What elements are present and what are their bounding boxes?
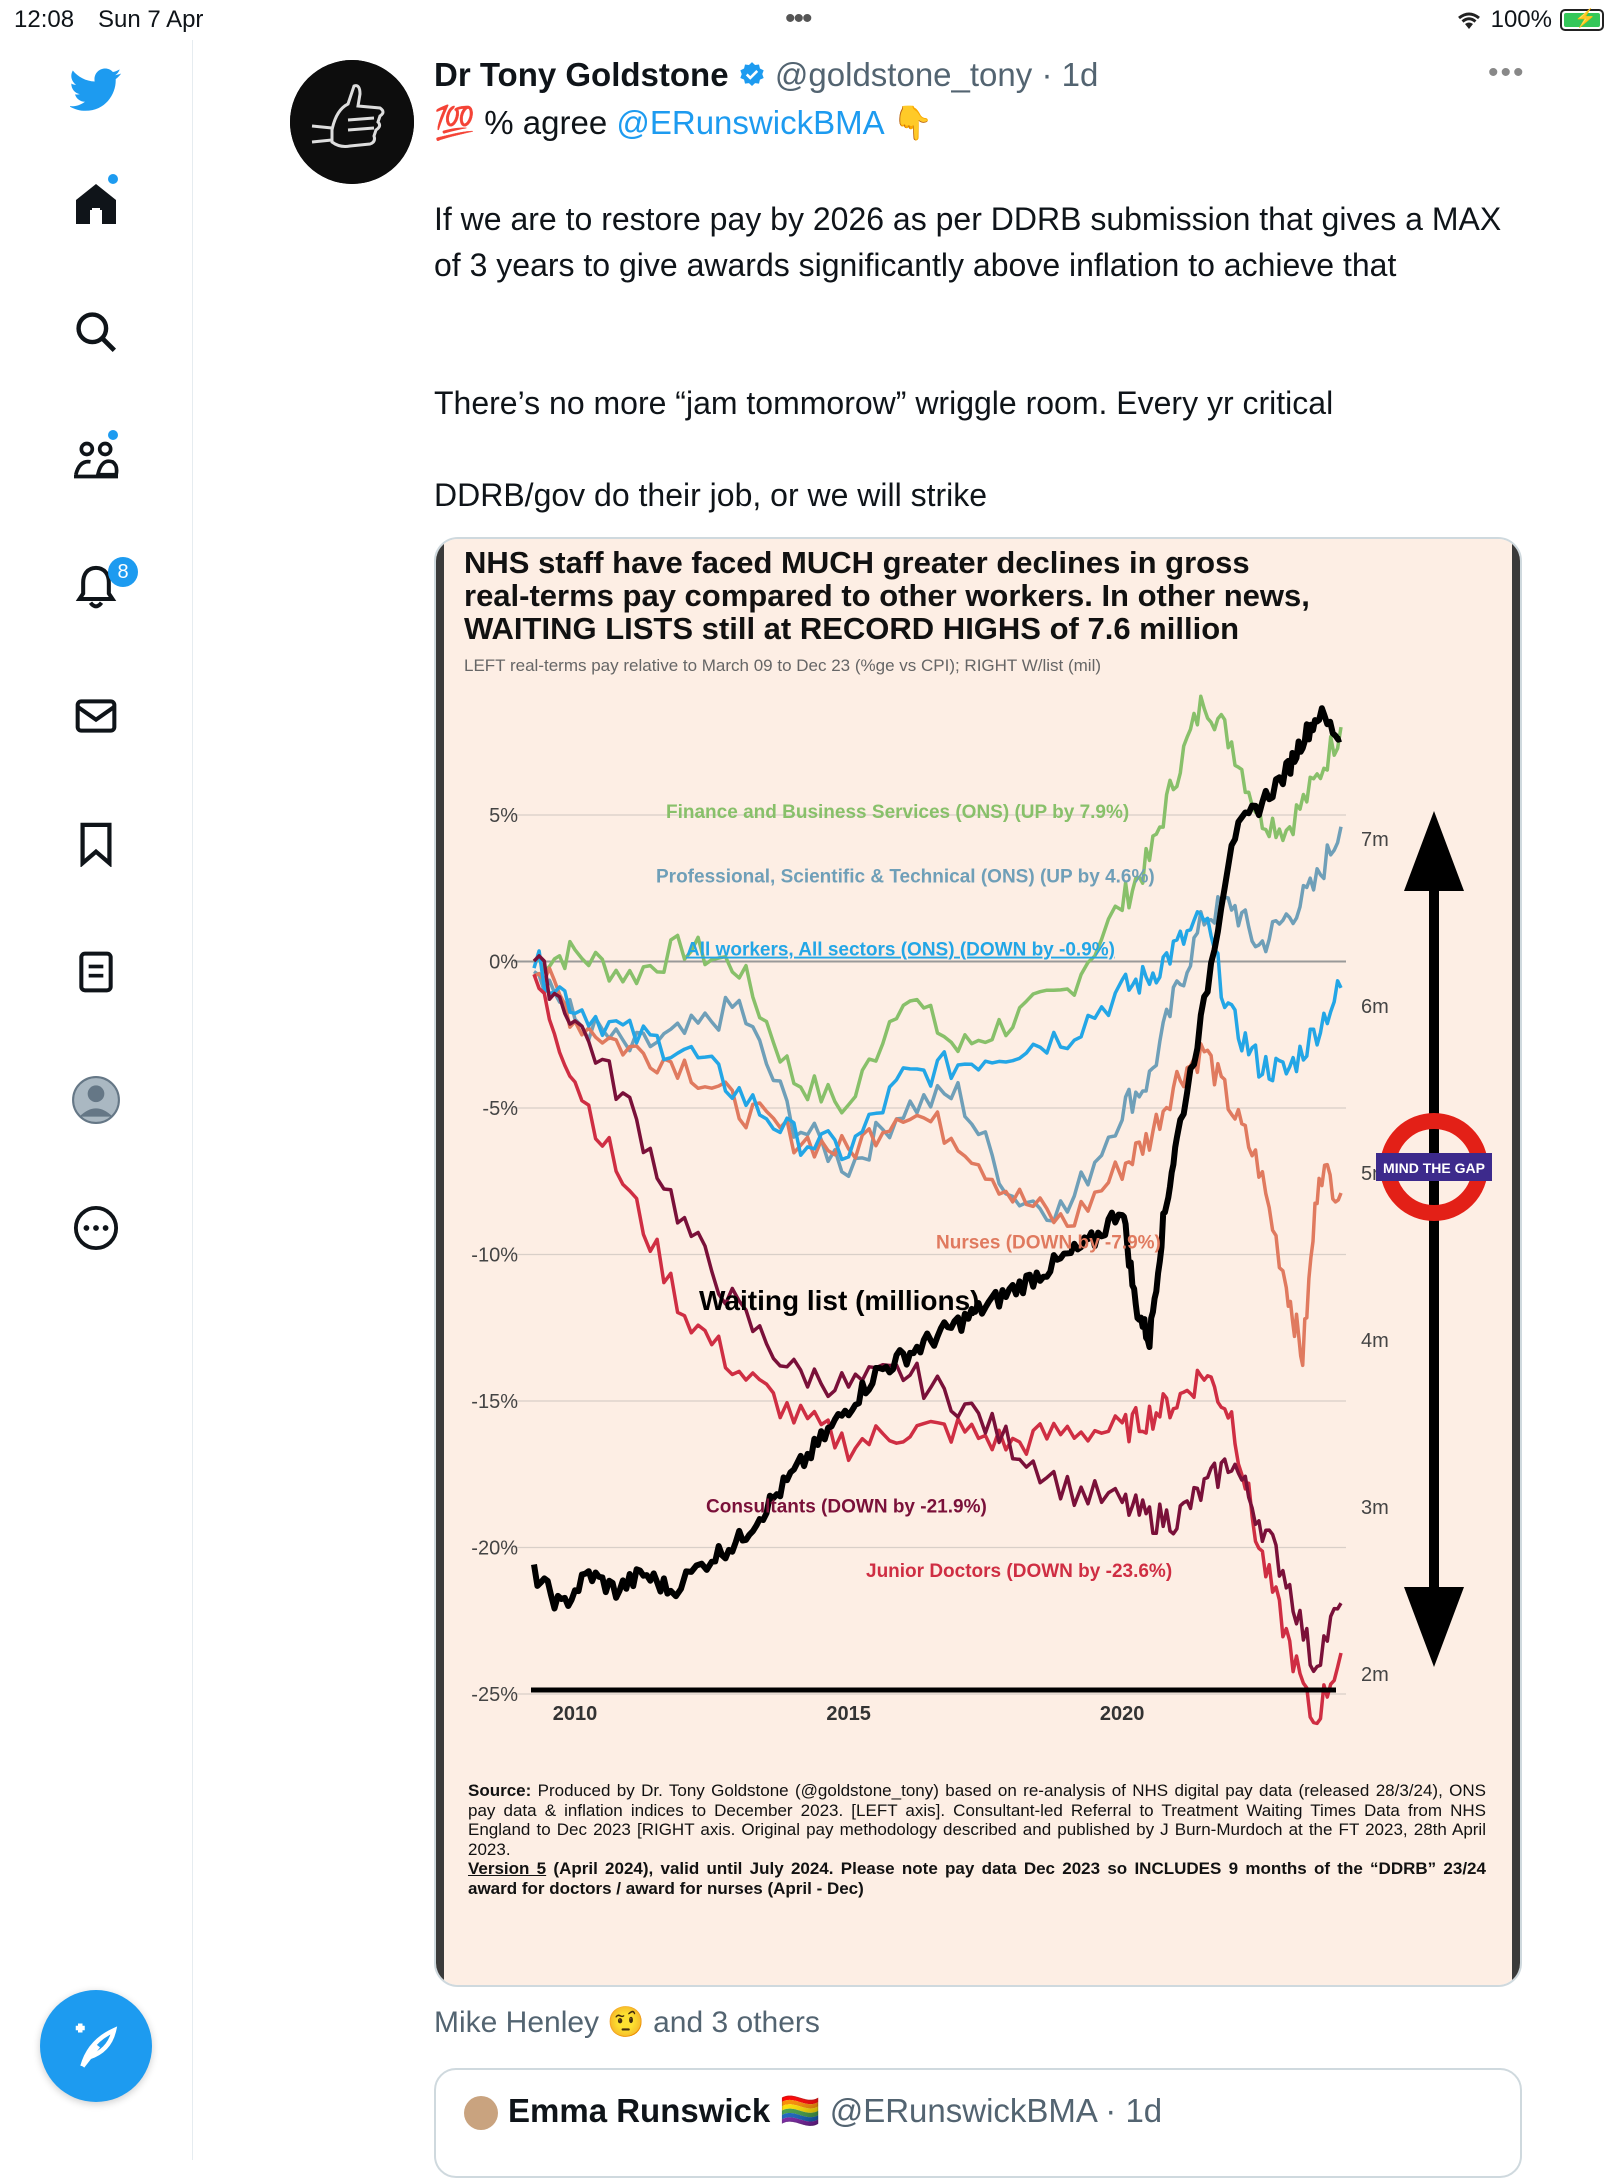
tweet-line1: 💯 % agree @ERunswickBMA 👇 bbox=[434, 104, 933, 143]
messages-icon[interactable] bbox=[70, 690, 122, 742]
communities-unread-dot bbox=[108, 430, 118, 440]
left-axis-tick: -25% bbox=[471, 1684, 518, 1706]
quoted-tweet[interactable]: Emma Runswick 🏳️‍🌈 @ERunswickBMA · 1d bbox=[434, 2068, 1522, 2178]
rainbow-flag-emoji: 🏳️‍🌈 bbox=[779, 2092, 821, 2129]
source-body: Produced by Dr. Tony Goldstone (@goldsto… bbox=[468, 1781, 1486, 1859]
annotation-junior: Junior Doctors (DOWN by -23.6%) bbox=[866, 1561, 1172, 1582]
left-axis-tick: 0% bbox=[489, 952, 518, 974]
chart-source-text: Source: Produced by Dr. Tony Goldstone (… bbox=[468, 1781, 1486, 1898]
quoted-tweet-time: · 1d bbox=[1105, 2092, 1163, 2129]
pointing-down-emoji: 👇 bbox=[891, 104, 934, 141]
twitter-logo-icon[interactable] bbox=[70, 64, 122, 116]
search-icon[interactable] bbox=[70, 306, 122, 358]
more-icon[interactable] bbox=[70, 1202, 122, 1254]
annotation-consultants: Consultants (DOWN by -21.9%) bbox=[706, 1496, 987, 1517]
author-name[interactable]: Dr Tony Goldstone bbox=[434, 56, 729, 93]
source-label: Source bbox=[468, 1781, 526, 1800]
liked-by-row[interactable]: Mike Henley 🤨 and 3 others bbox=[434, 2005, 820, 2040]
battery-icon: ⚡ bbox=[1560, 8, 1604, 31]
right-axis-tick: 6m bbox=[1361, 996, 1389, 1018]
profile-icon[interactable] bbox=[70, 1074, 122, 1126]
x-axis-tick: 2010 bbox=[553, 1703, 598, 1725]
author-handle[interactable]: @goldstone_tony bbox=[774, 56, 1033, 93]
status-right: 100% ⚡ bbox=[1455, 6, 1604, 34]
version-text: (April 2024), valid until July 2024. Ple… bbox=[468, 1859, 1486, 1898]
hundred-emoji: 💯 bbox=[434, 104, 476, 141]
chart-title-line1: NHS staff have faced MUCH greater declin… bbox=[464, 545, 1250, 580]
tweet-paragraph-1: If we are to restore pay by 2026 as per … bbox=[434, 201, 1502, 283]
communities-icon[interactable] bbox=[70, 434, 122, 486]
chart-right-border bbox=[1512, 539, 1520, 1985]
home-unread-dot bbox=[108, 174, 118, 184]
right-axis-tick: 3m bbox=[1361, 1497, 1389, 1519]
right-axis-tick: 7m bbox=[1361, 829, 1389, 851]
wifi-icon bbox=[1457, 12, 1480, 29]
left-axis-tick: 5% bbox=[489, 805, 518, 827]
author-avatar[interactable] bbox=[290, 60, 414, 184]
verified-badge-icon bbox=[740, 62, 764, 86]
quoted-author-name: Emma Runswick bbox=[508, 2092, 771, 2129]
right-axis-tick: 2m bbox=[1361, 1664, 1389, 1686]
x-axis-tick: 2015 bbox=[826, 1703, 871, 1725]
x-axis-tick: 2020 bbox=[1100, 1703, 1145, 1725]
right-axis-tick: 4m bbox=[1361, 1330, 1389, 1352]
battery-percent: 100% bbox=[1490, 6, 1552, 33]
mention-link[interactable]: @ERunswickBMA bbox=[616, 104, 883, 141]
gap-double-arrow bbox=[1404, 811, 1464, 1667]
chart-left-border bbox=[436, 539, 444, 1985]
notifications-icon[interactable] bbox=[70, 562, 122, 614]
quoted-tweet-header: Emma Runswick 🏳️‍🌈 @ERunswickBMA · 1d bbox=[508, 2092, 1162, 2131]
version-label: Version 5 bbox=[468, 1859, 547, 1878]
bookmarks-icon[interactable] bbox=[70, 818, 122, 870]
tweet-paragraph-2: There’s no more “jam tommorow” wriggle r… bbox=[434, 385, 1334, 421]
multitask-dots-icon[interactable]: ••• bbox=[785, 2, 812, 35]
status-bar: 12:08 Sun 7 Apr ••• 100% ⚡ bbox=[0, 0, 1620, 40]
tweet-more-icon[interactable]: ••• bbox=[1488, 56, 1526, 89]
compose-feather-icon bbox=[75, 2023, 118, 2068]
mind-the-gap-roundel: MIND THE GAP bbox=[1376, 1113, 1492, 1221]
liked-by-name[interactable]: Mike Henley bbox=[434, 2006, 600, 2039]
tweet-paragraph-3: DDRB/gov do their job, or we will strike bbox=[434, 477, 988, 513]
tweet-media-chart[interactable]: NHS staff have faced MUCH greater declin… bbox=[434, 537, 1522, 1987]
series-line-nurses bbox=[533, 966, 1343, 1368]
left-axis-tick: -15% bbox=[471, 1391, 518, 1413]
liked-by-rest[interactable]: and 3 others bbox=[653, 2006, 820, 2039]
tweet-header: Dr Tony Goldstone @goldstone_tony · 1d bbox=[434, 56, 1098, 94]
sidebar bbox=[0, 40, 193, 2160]
annotation-professional: Professional, Scientific & Technical (ON… bbox=[656, 866, 1155, 887]
chart-title-line2: real-terms pay compared to other workers… bbox=[464, 578, 1310, 613]
annotation-finance: Finance and Business Services (ONS) (UP … bbox=[666, 802, 1129, 823]
chart-subtitle: LEFT real-terms pay relative to March 09… bbox=[464, 656, 1101, 675]
chart-title-line3: WAITING LISTS still at RECORD HIGHS of 7… bbox=[464, 611, 1239, 646]
left-axis-tick: -20% bbox=[471, 1538, 518, 1560]
lists-icon[interactable] bbox=[70, 946, 122, 998]
series-line-junior bbox=[532, 973, 1343, 1726]
status-date: Sun 7 Apr bbox=[98, 6, 204, 33]
agree-text: % agree bbox=[484, 104, 608, 141]
annotation-all_workers: All workers, All sectors (ONS) (DOWN by … bbox=[686, 940, 1115, 961]
series-line-consultants bbox=[532, 954, 1343, 1674]
mind-the-gap-label: MIND THE GAP bbox=[1383, 1160, 1485, 1176]
annotation-waiting: Waiting list (millions) bbox=[699, 1285, 980, 1316]
tweet-time[interactable]: · 1d bbox=[1041, 56, 1099, 93]
liked-by-emoji: 🤨 bbox=[607, 2006, 645, 2039]
left-axis-tick: -5% bbox=[482, 1098, 518, 1120]
status-time: 12:08 bbox=[14, 6, 75, 33]
quoted-author-handle: @ERunswickBMA bbox=[829, 2092, 1097, 2129]
quoted-author-avatar bbox=[464, 2096, 498, 2130]
compose-tweet-button[interactable] bbox=[40, 1990, 152, 2102]
series-line-all_workers bbox=[532, 910, 1343, 1162]
annotation-nurses: Nurses (DOWN by -7.9%) bbox=[936, 1233, 1161, 1254]
home-icon[interactable] bbox=[70, 178, 122, 230]
chart-svg: NHS staff have faced MUCH greater declin… bbox=[436, 539, 1520, 1985]
left-axis-tick: -10% bbox=[471, 1245, 518, 1267]
series-line-professional bbox=[533, 826, 1343, 1223]
chart-background bbox=[436, 539, 1520, 1985]
notification-badge: 8 bbox=[108, 557, 138, 587]
series-line-waiting bbox=[531, 705, 1342, 1612]
